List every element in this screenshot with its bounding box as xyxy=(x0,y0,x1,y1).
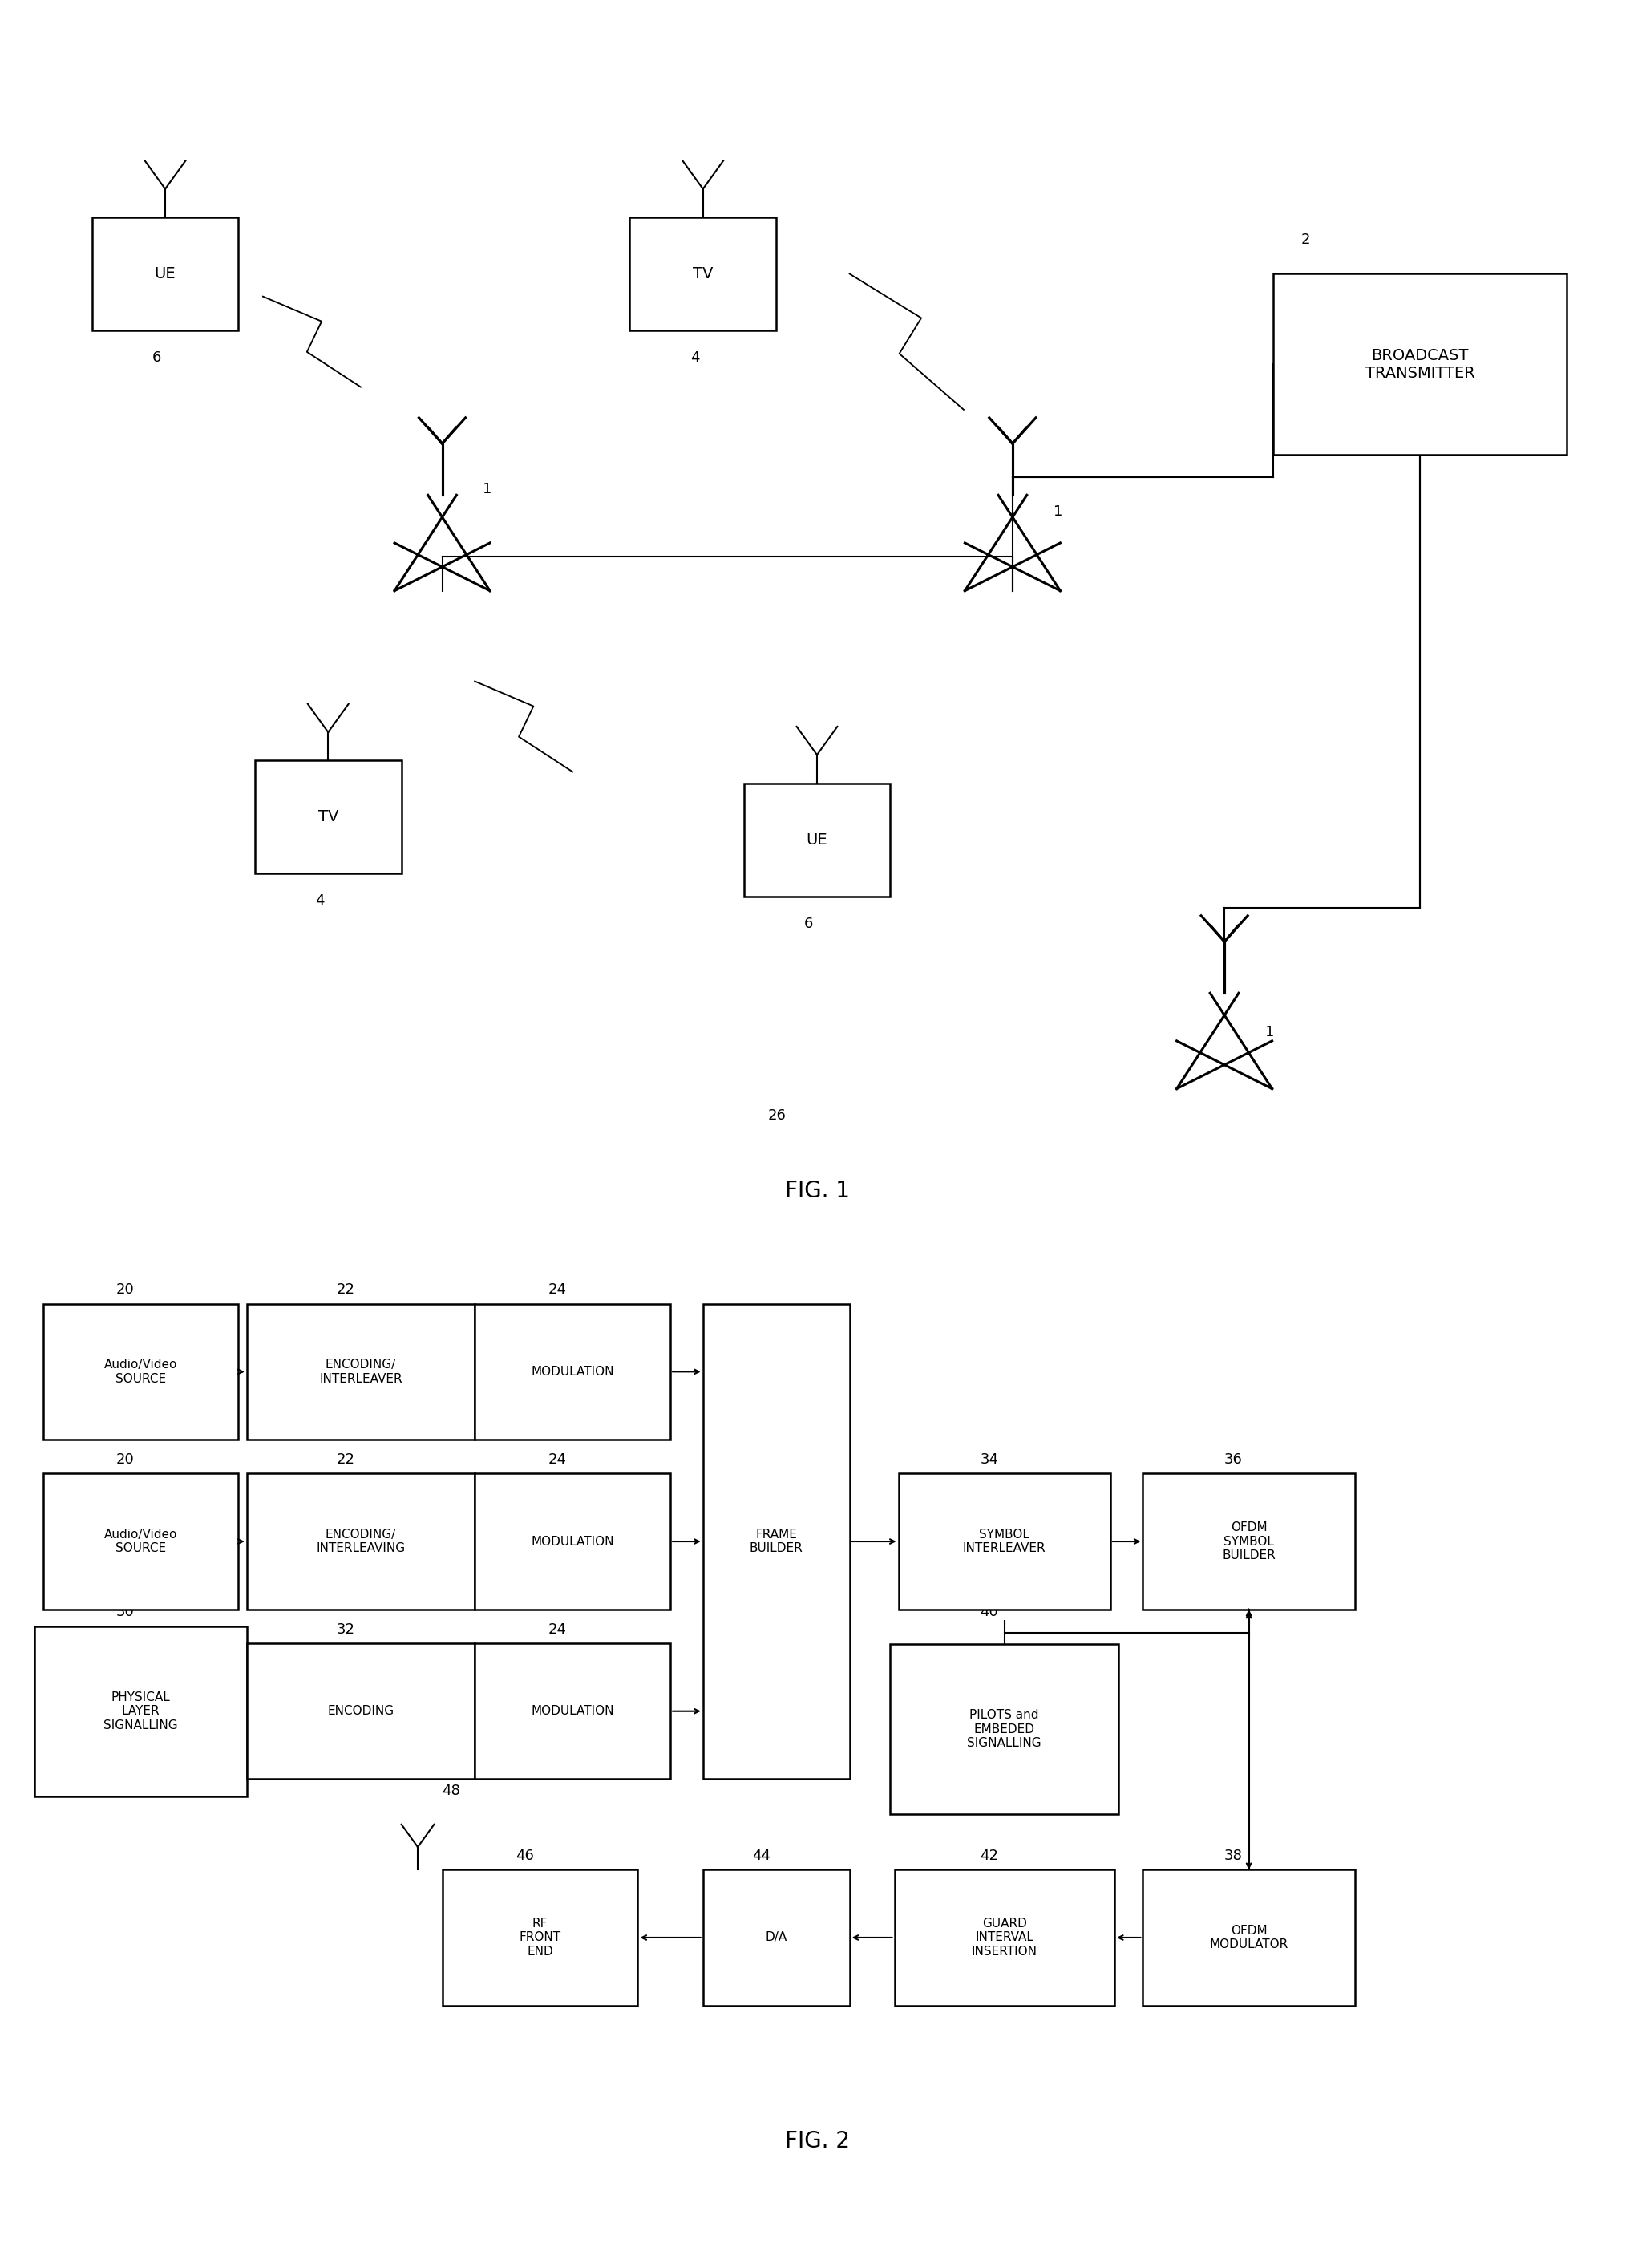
Text: TV: TV xyxy=(693,265,712,281)
Text: 6: 6 xyxy=(804,916,814,930)
Text: 38: 38 xyxy=(1224,1848,1243,1862)
Text: FRAME
BUILDER: FRAME BUILDER xyxy=(750,1529,802,1554)
FancyBboxPatch shape xyxy=(42,1474,239,1610)
Text: PHYSICAL
LAYER
SIGNALLING: PHYSICAL LAYER SIGNALLING xyxy=(103,1692,178,1730)
FancyBboxPatch shape xyxy=(1142,1474,1355,1610)
Text: BROADCAST
TRANSMITTER: BROADCAST TRANSMITTER xyxy=(1364,347,1476,381)
Text: FIG. 2: FIG. 2 xyxy=(784,2130,850,2152)
Text: 1: 1 xyxy=(1054,503,1062,519)
FancyBboxPatch shape xyxy=(475,1474,670,1610)
Text: FIG. 1: FIG. 1 xyxy=(784,1179,850,1202)
FancyBboxPatch shape xyxy=(629,218,776,331)
Text: 26: 26 xyxy=(768,1109,786,1123)
Text: ENCODING/
INTERLEAVING: ENCODING/ INTERLEAVING xyxy=(317,1529,405,1554)
Text: 44: 44 xyxy=(752,1848,770,1862)
Text: Audio/Video
SOURCE: Audio/Video SOURCE xyxy=(105,1359,178,1386)
Text: 22: 22 xyxy=(337,1452,355,1467)
Text: RF
FRONT
END: RF FRONT END xyxy=(520,1916,560,1957)
FancyBboxPatch shape xyxy=(443,1869,637,2005)
Text: MODULATION: MODULATION xyxy=(531,1535,614,1547)
Text: Audio/Video
SOURCE: Audio/Video SOURCE xyxy=(105,1529,178,1554)
Text: MODULATION: MODULATION xyxy=(531,1365,614,1377)
FancyBboxPatch shape xyxy=(255,760,402,873)
Text: D/A: D/A xyxy=(765,1932,788,1944)
Text: 6: 6 xyxy=(152,349,162,365)
Text: 2: 2 xyxy=(1301,234,1310,247)
Text: 30: 30 xyxy=(116,1606,134,1619)
Text: OFDM
SYMBOL
BUILDER: OFDM SYMBOL BUILDER xyxy=(1222,1522,1276,1560)
FancyBboxPatch shape xyxy=(42,1304,239,1440)
Text: OFDM
MODULATOR: OFDM MODULATOR xyxy=(1209,1926,1288,1950)
Text: 4: 4 xyxy=(315,894,325,907)
Text: ENCODING/
INTERLEAVER: ENCODING/ INTERLEAVER xyxy=(319,1359,402,1386)
Text: 36: 36 xyxy=(1224,1452,1243,1467)
Text: 1: 1 xyxy=(1265,1025,1275,1039)
FancyBboxPatch shape xyxy=(247,1474,475,1610)
Text: 20: 20 xyxy=(116,1452,134,1467)
Text: UE: UE xyxy=(155,265,176,281)
FancyBboxPatch shape xyxy=(247,1304,475,1440)
Text: GUARD
INTERVAL
INSERTION: GUARD INTERVAL INSERTION xyxy=(972,1916,1038,1957)
Text: 32: 32 xyxy=(337,1622,355,1637)
FancyBboxPatch shape xyxy=(894,1869,1114,2005)
FancyBboxPatch shape xyxy=(891,1644,1118,1814)
FancyBboxPatch shape xyxy=(34,1626,247,1796)
Text: 46: 46 xyxy=(516,1848,534,1862)
FancyBboxPatch shape xyxy=(899,1474,1111,1610)
Text: 20: 20 xyxy=(116,1281,134,1297)
Text: 48: 48 xyxy=(443,1783,461,1799)
FancyBboxPatch shape xyxy=(92,218,239,331)
FancyBboxPatch shape xyxy=(475,1644,670,1778)
Text: TV: TV xyxy=(319,810,338,826)
FancyBboxPatch shape xyxy=(743,782,891,896)
Text: MODULATION: MODULATION xyxy=(531,1706,614,1717)
FancyBboxPatch shape xyxy=(703,1869,850,2005)
FancyBboxPatch shape xyxy=(247,1644,475,1778)
Text: 4: 4 xyxy=(690,349,699,365)
Text: 24: 24 xyxy=(547,1622,567,1637)
Text: PILOTS and
EMBEDED
SIGNALLING: PILOTS and EMBEDED SIGNALLING xyxy=(967,1710,1041,1749)
Text: SYMBOL
INTERLEAVER: SYMBOL INTERLEAVER xyxy=(962,1529,1046,1554)
FancyBboxPatch shape xyxy=(1273,274,1567,456)
Text: UE: UE xyxy=(806,832,828,848)
Text: 1: 1 xyxy=(484,481,492,497)
Text: 24: 24 xyxy=(547,1281,567,1297)
Text: 34: 34 xyxy=(980,1452,998,1467)
Text: ENCODING: ENCODING xyxy=(327,1706,394,1717)
Text: 24: 24 xyxy=(547,1452,567,1467)
FancyBboxPatch shape xyxy=(703,1304,850,1778)
FancyBboxPatch shape xyxy=(475,1304,670,1440)
Text: 42: 42 xyxy=(980,1848,998,1862)
FancyBboxPatch shape xyxy=(1142,1869,1355,2005)
Text: 40: 40 xyxy=(980,1606,998,1619)
Text: 22: 22 xyxy=(337,1281,355,1297)
